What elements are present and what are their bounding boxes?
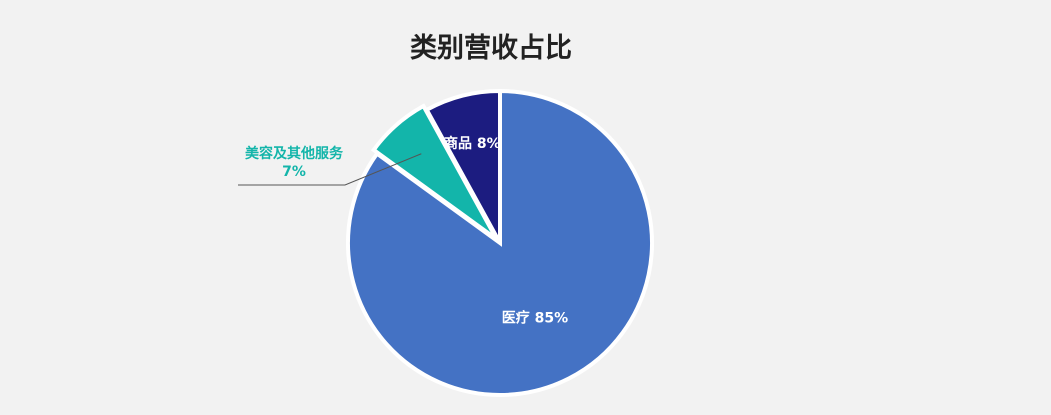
pie-slice-2 [370,103,499,241]
slice-label-2-name: 美容及其他服务 [245,145,344,162]
chart-title: 类别营收占比 [410,33,572,64]
slice-label-1: 医疗 85% [502,309,568,326]
slice-label-3: 商品 8% [444,135,501,152]
leader-line [238,153,422,186]
slice-label-2-value: 7% [282,164,306,180]
pie-slice-3 [424,88,502,244]
